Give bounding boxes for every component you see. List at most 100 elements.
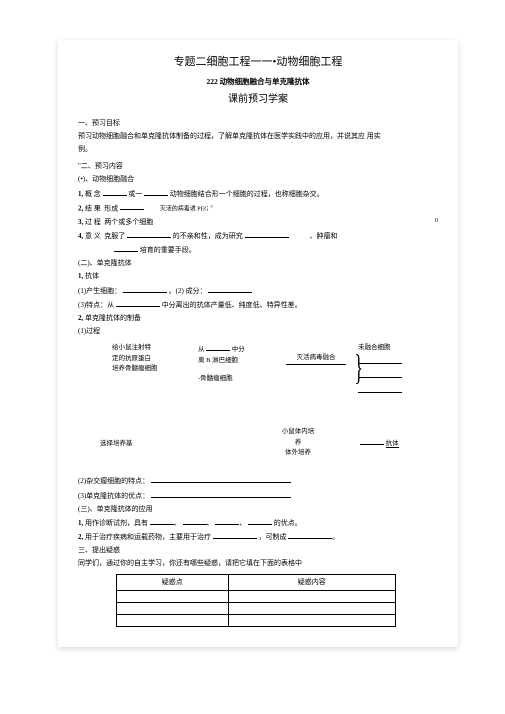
heading-content: "二、预习内容 (78, 161, 438, 172)
blank (103, 188, 127, 196)
row-result: 2, 结 果 形成 灭活的病毒诱 PEG 。 (78, 202, 438, 215)
label-concept: 概 念 (85, 190, 101, 198)
row-proc: (1)过程 (78, 326, 438, 337)
text-feature: (3)特点：从 (78, 301, 114, 309)
text-peg: 灭活的病毒诱 PEG (160, 206, 209, 212)
flow-text: 培养骨髓瘤细胞 (112, 364, 182, 374)
num-b1: 1, (78, 272, 83, 280)
text-overcome: 克服了 (104, 232, 125, 240)
blank (116, 299, 160, 307)
num-a2: 2, (78, 533, 83, 541)
row-ab-2: (3)特点：从 中分离出的抗体产量低、纯度低、特异性差。 (78, 299, 438, 311)
table-row (117, 590, 396, 602)
text-adv: (3)单克隆抗体的优点： (78, 492, 149, 500)
row-concept: 1, 概 念 或一 动物细胞结合形一个细胞的过程，也称细胞杂交。 (78, 188, 438, 200)
table-header-content: 疑惑内容 (228, 574, 395, 590)
goal-para-2: 例。 (78, 144, 438, 155)
heading-goal: 一、预习目标 (78, 118, 438, 129)
num-1: 1, (78, 190, 83, 198)
blank (288, 531, 332, 539)
blank (360, 437, 384, 445)
flow-diagram-1: 给小鼠注射特 定的抗原蛋白 培养骨髓瘤细胞 从 中分 离 B 淋巴细胞 -骨髓瘤… (78, 341, 438, 427)
doubt-table: 疑惑点 疑惑内容 (116, 574, 396, 627)
doubt-para: 同学们，通过你的自主学习，你还有哪些疑惑，请把它填在下面的表格中 (78, 558, 438, 569)
table-cell (228, 590, 395, 602)
flow-col-3: 灭活病毒融合 (286, 353, 346, 364)
table-cell (117, 590, 229, 602)
main-title: 专题二细胞工程一一•动物细胞工程 (78, 54, 438, 72)
num-a1: 1, (78, 519, 83, 527)
flow-text: 养 (268, 438, 328, 448)
flow-text-sep: 中分 (232, 346, 245, 353)
table-cell (228, 602, 395, 614)
blank (151, 490, 291, 498)
row-adv: (3)单克隆抗体的优点： (78, 490, 438, 502)
text-treat: 用于治疗疾病和运载药物，主要用于治疗 (85, 533, 211, 541)
text-concept-tail: 动物细胞结合形一个细胞的过程，也称细胞杂交。 (170, 190, 324, 198)
blank (358, 356, 402, 364)
flow-text: 定的抗原蛋白 (112, 354, 182, 364)
table-row (117, 602, 396, 614)
flow-col-4: 未融合细胞 (358, 343, 418, 397)
heading-doubt: 三、提出疑惑 (78, 545, 438, 556)
text-form: 形成 (104, 204, 118, 212)
table-row (117, 614, 396, 626)
blank (123, 285, 167, 293)
blank (358, 370, 402, 378)
subheading-mab: (二)、单克隆抗体 (78, 258, 438, 269)
text-diag: 用作诊断试剂，具有 (85, 519, 148, 527)
flow-col-1: 给小鼠注射特 定的抗原蛋白 培养骨髓瘤细胞 (112, 343, 182, 374)
flow-text: 从 中分 (198, 343, 268, 355)
flow-text-fuse: 灭活病毒融合 (286, 353, 346, 364)
blank (183, 517, 207, 525)
blank (208, 285, 252, 293)
label-result: 结 果 (85, 204, 101, 212)
text-make: ，可制成 (259, 533, 287, 541)
label-process: 过 程 (85, 218, 101, 226)
text-multi: 两个或多个细胞 (104, 218, 153, 226)
subheading-app: (三)、单克隆抗体的应用 (78, 504, 438, 515)
text-means: 培育的重要手段。 (140, 246, 196, 254)
row-meaning2: 培育的重要手段。 (114, 244, 438, 256)
blank (358, 385, 402, 393)
table-cell (117, 614, 229, 626)
text-or: 或一 (128, 190, 142, 198)
table-header-point: 疑惑点 (117, 574, 229, 590)
num-b2: 2, (78, 314, 83, 322)
flow-text: 小鼠体内培 (268, 427, 328, 437)
flow-text: 给小鼠注射特 (112, 343, 182, 353)
blank (114, 244, 138, 252)
subheading-fusion: (•)、动物细胞融合 (78, 174, 438, 185)
flow-text: 离 B 淋巴细胞 (198, 356, 268, 366)
flow-text-select: 选择培养基 (100, 439, 133, 449)
blank (245, 230, 289, 238)
row-antibody-h: 1, 抗体 (78, 271, 438, 282)
blank (213, 531, 257, 539)
blank (215, 517, 239, 525)
blank (150, 517, 174, 525)
flow-text: 体外培养 (268, 448, 328, 458)
flow-center: 小鼠体内培 养 体外培养 (268, 427, 328, 458)
blank (206, 343, 230, 351)
flow-col-2: 从 中分 离 B 淋巴细胞 -骨髓瘤细胞 (198, 343, 268, 384)
bullet-icon: 0 (435, 217, 438, 227)
blank (120, 202, 144, 210)
text-produce-cell: (1)产生细胞： (78, 287, 121, 295)
row-app2: 2, 用于治疗疾病和运载药物，主要用于治疗 ，可制成 。 (78, 531, 438, 543)
goal-para-1: 预习动物细胞融合和单克隆抗体制备的过程，了解单克隆抗体在医学实践中的应用，并说其… (78, 131, 438, 142)
flow-text: 未融合细胞 (358, 343, 418, 353)
text-feature-tail: 中分离出的抗体产量低、纯度低、特异性差。 (162, 301, 302, 309)
table-cell (228, 614, 395, 626)
bullet-icon: 。 (210, 203, 216, 209)
flow-text: -骨髓瘤细胞 (198, 374, 268, 384)
row-ab-1: (1)产生细胞： 。(2) 成分： (78, 285, 438, 297)
document-page: 专题二细胞工程一一•动物细胞工程 222 动物细胞融合与单克隆抗体 课前预习学案… (58, 40, 458, 647)
flow-text-from: 从 (198, 346, 205, 353)
label-meaning: 意 义 (85, 232, 101, 240)
fusion-list: 1, 概 念 或一 动物细胞结合形一个细胞的过程，也称细胞杂交。 2, 结 果 … (78, 188, 438, 257)
row-process: 3, 过 程 两个或多个细胞 0 (78, 217, 438, 228)
row-prep-h: 2, 单克隆抗体的制备 (78, 313, 438, 324)
blank (144, 188, 168, 196)
table-row: 疑惑点 疑惑内容 (117, 574, 396, 590)
table-cell (117, 602, 229, 614)
